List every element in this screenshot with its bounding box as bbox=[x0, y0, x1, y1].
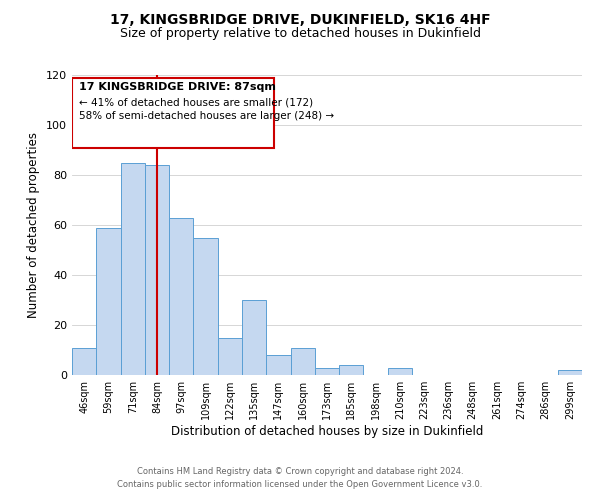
Bar bbox=[96, 228, 121, 375]
X-axis label: Distribution of detached houses by size in Dukinfield: Distribution of detached houses by size … bbox=[171, 425, 483, 438]
Bar bbox=[242, 300, 266, 375]
Bar bbox=[388, 368, 412, 375]
Bar bbox=[121, 162, 145, 375]
Bar bbox=[193, 238, 218, 375]
Bar bbox=[290, 348, 315, 375]
Text: Contains public sector information licensed under the Open Government Licence v3: Contains public sector information licen… bbox=[118, 480, 482, 489]
Text: Size of property relative to detached houses in Dukinfield: Size of property relative to detached ho… bbox=[119, 28, 481, 40]
FancyBboxPatch shape bbox=[72, 78, 274, 148]
Bar bbox=[169, 218, 193, 375]
Bar bbox=[218, 338, 242, 375]
Bar bbox=[315, 368, 339, 375]
Text: ← 41% of detached houses are smaller (172): ← 41% of detached houses are smaller (17… bbox=[79, 98, 313, 108]
Bar bbox=[339, 365, 364, 375]
Text: 17, KINGSBRIDGE DRIVE, DUKINFIELD, SK16 4HF: 17, KINGSBRIDGE DRIVE, DUKINFIELD, SK16 … bbox=[110, 12, 490, 26]
Text: Contains HM Land Registry data © Crown copyright and database right 2024.: Contains HM Land Registry data © Crown c… bbox=[137, 467, 463, 476]
Bar bbox=[266, 355, 290, 375]
Bar bbox=[145, 165, 169, 375]
Text: 17 KINGSBRIDGE DRIVE: 87sqm: 17 KINGSBRIDGE DRIVE: 87sqm bbox=[79, 82, 276, 92]
Text: 58% of semi-detached houses are larger (248) →: 58% of semi-detached houses are larger (… bbox=[79, 112, 334, 121]
Y-axis label: Number of detached properties: Number of detached properties bbox=[28, 132, 40, 318]
Bar bbox=[558, 370, 582, 375]
Bar bbox=[72, 348, 96, 375]
